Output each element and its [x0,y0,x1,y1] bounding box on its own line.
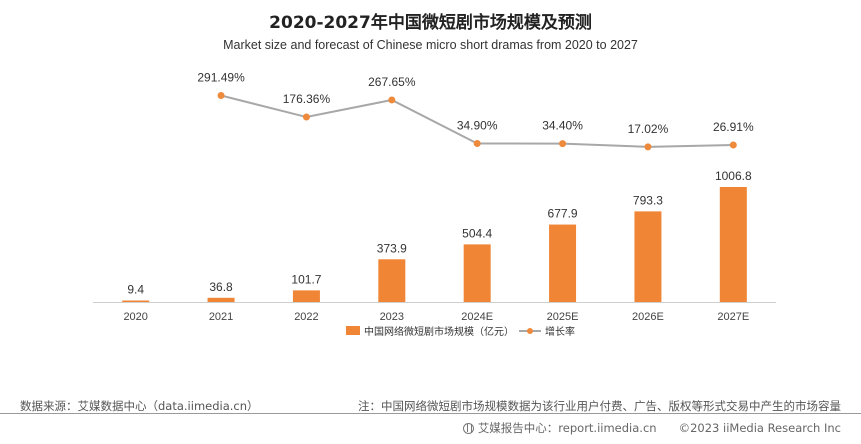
growth-value-label: 34.40% [542,119,583,133]
growth-value-label: 26.91% [713,120,754,134]
bar [378,259,406,302]
globe-icon [462,422,474,434]
bar [292,290,320,302]
chart-area: 9.4 2020 36.8 2021 101.7 2022 373.9 2023 504.4 20… [93,71,776,338]
growth-marker [729,141,737,149]
bar-value-label: 101.7 [291,272,321,286]
x-tick-label: 2024E [461,311,493,323]
growth-marker [388,96,396,104]
chart-subtitle: Market size and forecast of Chinese micr… [223,38,638,52]
legend-line-marker [527,328,533,334]
x-tick-label: 2020 [123,311,147,323]
data-note: 注：中国网络微短剧市场规模数据为该行业用户付费、广告、版权等形式交易中产生的市场… [358,399,841,413]
growth-value-label: 291.49% [197,71,245,85]
bar [634,211,662,302]
x-tick-label: 2023 [380,311,404,323]
growth-marker [302,113,310,121]
bar-value-label: 1006.8 [715,169,752,183]
growth-value-label: 176.36% [283,92,331,106]
bar-value-label: 36.8 [209,280,233,294]
growth-marker [217,92,225,99]
bar [549,224,577,302]
bar-value-label: 793.3 [633,193,663,207]
bar [122,300,150,302]
growth-value-label: 267.65% [368,75,416,89]
growth-marker [559,140,567,148]
growth-marker [473,140,481,147]
bar-value-label: 373.9 [377,241,407,255]
footer-bottom: 艾媒报告中心：report.iimedia.cn ©2023 iiMedia R… [462,420,841,436]
bar [719,187,747,302]
report-site: 艾媒报告中心：report.iimedia.cn [477,421,657,435]
copyright: ©2023 iiMedia Research Inc [678,421,841,435]
x-tick-label: 2022 [294,311,318,323]
bar [207,297,235,302]
x-tick-label: 2025E [547,311,579,323]
bar-value-label: 504.4 [462,226,492,240]
chart-title: 2020-2027年中国微短剧市场规模及预测 [269,13,592,33]
data-source: 数据来源：艾媒数据中心（data.iimedia.cn） [20,399,259,413]
x-tick-label: 2021 [209,311,233,323]
bar-value-label: 9.4 [127,283,144,297]
x-tick-label: 2026E [632,311,664,323]
bar-value-label: 677.9 [548,207,578,221]
legend-bar-swatch [346,326,360,335]
growth-value-label: 17.02% [628,122,669,136]
bar [463,244,491,302]
legend-line-label: 增长率 [545,325,575,338]
footer-divider [0,413,861,414]
growth-marker [644,143,652,151]
legend-bar-label: 中国网络微短剧市场规模（亿元） [364,325,514,338]
x-tick-label: 2027E [717,311,749,323]
growth-value-label: 34.90% [457,119,498,133]
